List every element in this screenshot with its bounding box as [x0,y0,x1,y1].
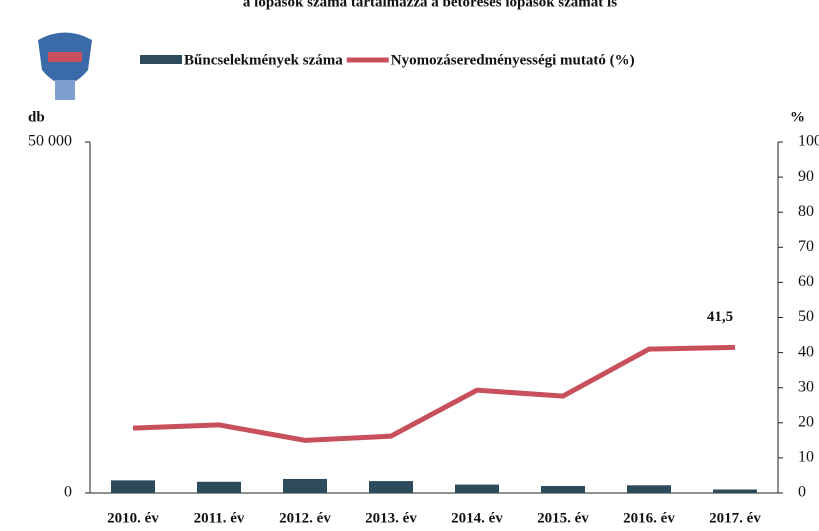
y2-axis-label: % [790,109,805,125]
x-tick-label: 2011. év [194,510,245,526]
y2-tick-label: 60 [798,273,814,290]
y2-tick-label: 100 [798,133,819,150]
y2-tick-label: 50 [798,308,814,325]
bar [197,481,241,493]
bar [283,478,327,493]
x-tick-label: 2015. év [537,510,589,526]
bar [111,480,155,493]
bar [369,481,413,493]
line [132,344,736,443]
x-tick-label: 2013. év [365,510,417,526]
x-tick-label: 2017. év [709,510,761,526]
note: a lopások száma tartalmazza a betöréses … [243,0,617,10]
bar [541,485,585,493]
y2-tick-label: 0 [798,484,806,501]
y2-tick-label: 90 [798,168,814,185]
x-tick-label: 2012. év [279,510,331,526]
y2-tick-label: 10 [798,449,814,466]
y2-tick-label: 80 [798,203,814,220]
x-tick-label: 2016. év [623,510,675,526]
y2-tick-label: 70 [798,238,814,255]
y2-tick-label: 20 [798,413,814,430]
x-tick-label: 2010. év [107,510,159,526]
data-label: 41,5 [707,309,733,325]
y2-tick-label: 40 [798,343,814,360]
y-tick-label: 50 000 [28,133,72,150]
legend-label: Bűncselekmények száma [184,52,343,68]
legend-swatch [140,55,182,64]
logo [38,32,92,100]
bar [455,484,499,493]
y-tick-label: 0 [64,484,72,501]
legend-label: Nyomozáseredményességi mutató (%) [391,52,635,68]
y-axis-label: db [28,109,45,125]
bar [627,485,671,493]
x-tick-label: 2014. év [451,510,503,526]
y2-tick-label: 30 [798,378,814,395]
bar [713,489,757,493]
